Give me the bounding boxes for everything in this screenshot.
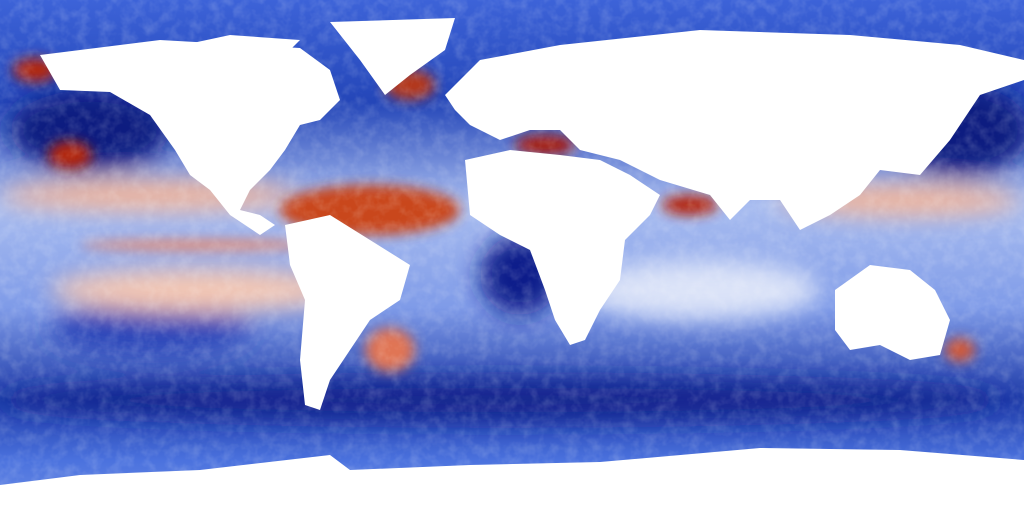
greenland [330, 18, 455, 95]
eurasia [445, 30, 1024, 230]
australia [835, 265, 950, 360]
arctic-islands [160, 35, 300, 65]
north-america [40, 40, 340, 235]
south-america [285, 215, 410, 410]
antarctica [0, 448, 1024, 512]
land [0, 18, 1024, 512]
africa [465, 150, 660, 345]
